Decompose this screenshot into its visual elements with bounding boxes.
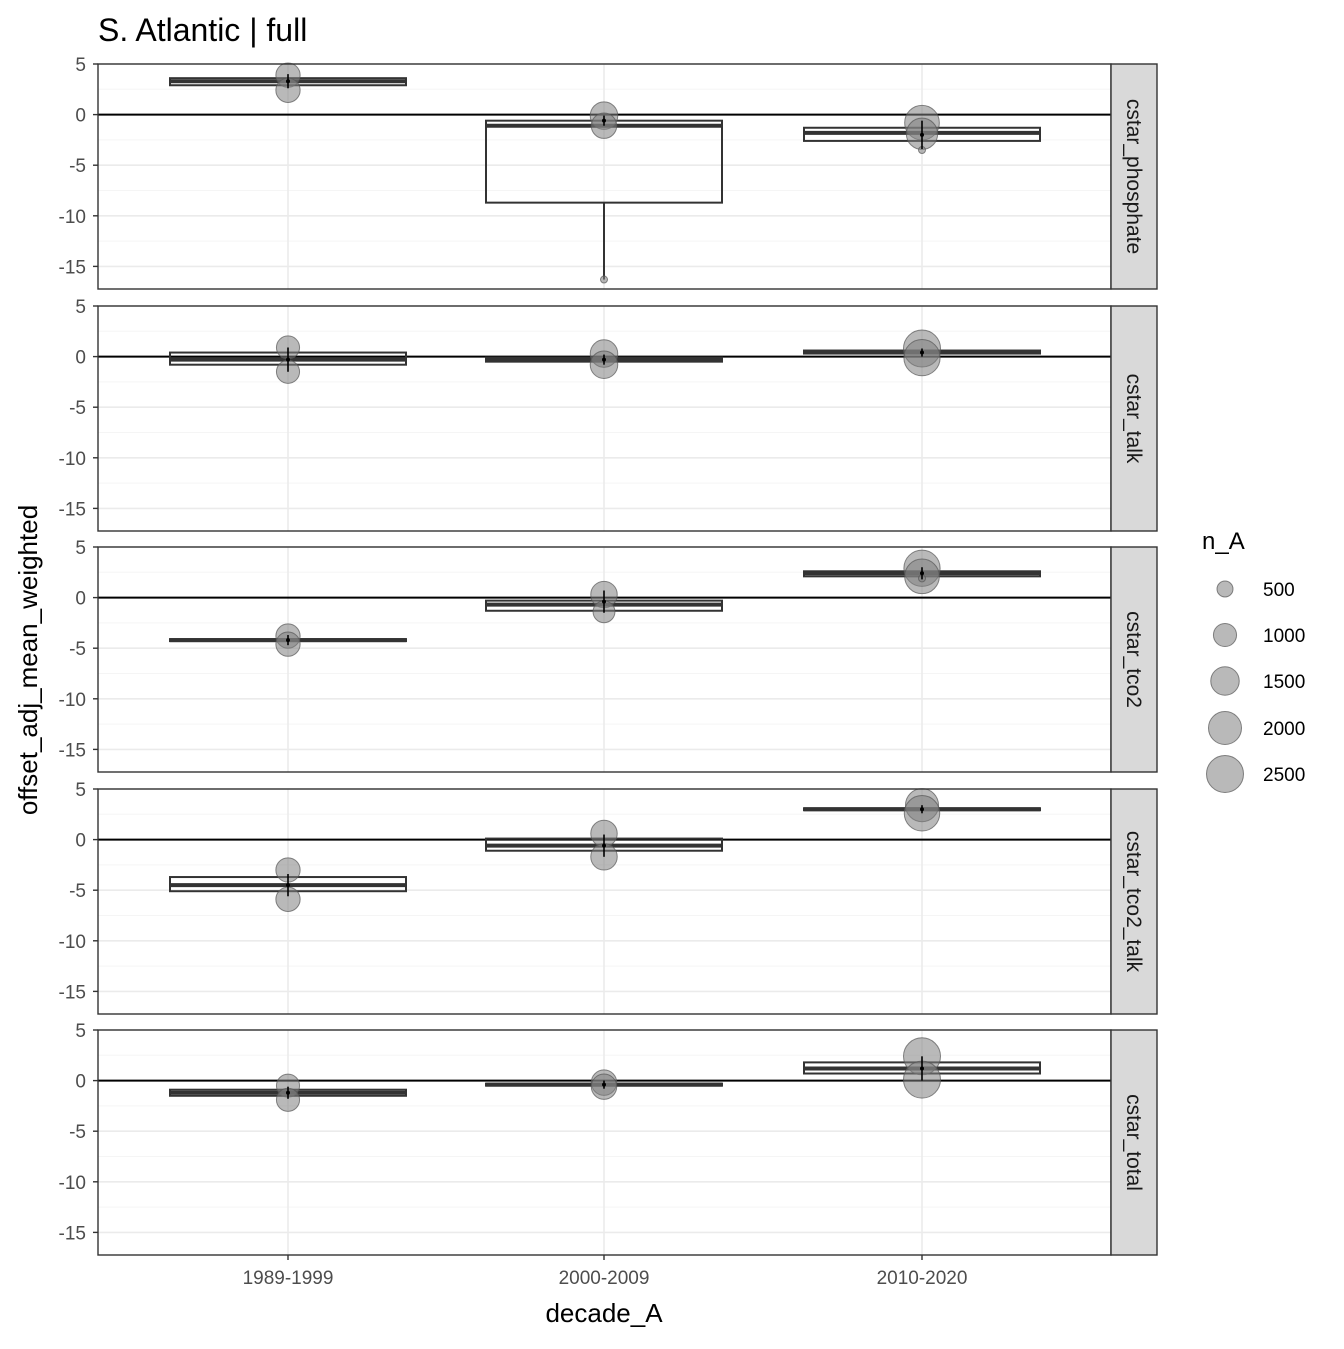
legend: n_A 500 1000 1500 2000 2500	[1202, 528, 1305, 793]
facet-strip	[1110, 546, 1158, 773]
mean-point	[602, 118, 606, 123]
y-tick-label: -15	[59, 982, 86, 1003]
panel-cstar_phosphate: cstar_phosphate 5 0 -5 -10 -15	[59, 55, 1158, 290]
x-tick-label: 1989-1999	[243, 1268, 334, 1289]
facet-strip-label: cstar_tco2	[1122, 611, 1145, 708]
data-point	[590, 112, 618, 139]
y-tick-label: -5	[69, 1122, 86, 1143]
panel-cstar_tco2: cstar_tco2 5 0 -5 -10 -15	[59, 538, 1158, 773]
x-tick-label: 2010-2020	[877, 1268, 968, 1289]
y-tick-label: -15	[59, 1223, 86, 1244]
y-tick-label: -10	[59, 932, 86, 953]
legend-title: n_A	[1202, 528, 1245, 555]
facet-panels: cstar_phosphate 5 0 -5 -10 -15 cstar_talk 5 0 -5 -…	[59, 55, 1158, 1289]
mean-point	[920, 571, 924, 576]
facet-strip-label: cstar_phosphate	[1122, 99, 1145, 254]
panel-cstar_talk: cstar_talk 5 0 -5 -10 -15	[59, 297, 1158, 532]
legend-key	[1212, 622, 1238, 648]
data-point	[600, 275, 608, 284]
facet-strip	[1110, 788, 1158, 1015]
mean-point	[602, 599, 606, 604]
mean-point	[920, 807, 924, 812]
mean-point	[286, 357, 290, 362]
chart-title: S. Atlantic | full	[98, 12, 307, 48]
facet-strip-label: cstar_total	[1122, 1094, 1145, 1191]
y-tick-label: -5	[69, 156, 86, 177]
legend-label: 2500	[1263, 765, 1305, 786]
panel-cstar_total: cstar_total 5 0 -5 -10 -15	[59, 1021, 1158, 1256]
y-tick-label: 0	[75, 831, 86, 852]
facet-strip-label: cstar_tco2_talk	[1122, 831, 1145, 973]
y-tick-label: -15	[59, 499, 86, 520]
legend-label: 1500	[1263, 672, 1305, 693]
y-tick-label: -10	[59, 449, 86, 470]
data-point	[903, 338, 941, 377]
mean-point	[286, 638, 290, 643]
legend-key	[1206, 755, 1244, 793]
legend-key	[1216, 580, 1234, 598]
y-tick-label: -15	[59, 740, 86, 761]
mean-point	[920, 350, 924, 355]
mean-point	[602, 843, 606, 848]
y-tick-label: -10	[59, 1173, 86, 1194]
y-tick-label: -5	[69, 398, 86, 419]
facet-strip	[1110, 63, 1158, 290]
y-tick-label: -15	[59, 257, 86, 278]
x-axis-title: decade_A	[545, 1298, 663, 1328]
y-axis-title: offset_adj_mean_weighted	[13, 505, 43, 815]
facet-strip	[1110, 305, 1158, 532]
mean-point	[920, 132, 924, 137]
y-tick-label: 0	[75, 348, 86, 369]
x-tick-label: 2000-2009	[559, 1268, 650, 1289]
facet-strip	[1110, 1029, 1158, 1256]
y-tick-label: 0	[75, 1072, 86, 1093]
y-tick-label: 5	[75, 55, 86, 76]
legend-label: 500	[1263, 580, 1295, 601]
mean-point	[286, 79, 290, 84]
y-tick-label: 5	[75, 1021, 86, 1042]
y-tick-label: 0	[75, 106, 86, 127]
mean-point	[602, 357, 606, 362]
panel-cstar_tco2_talk: cstar_tco2_talk 5 0 -5 -10 -15	[59, 780, 1158, 1015]
legend-key	[1210, 666, 1240, 696]
y-tick-label: -5	[69, 639, 86, 660]
mean-point	[920, 1066, 924, 1071]
legend-label: 2000	[1263, 719, 1305, 740]
y-tick-label: 5	[75, 538, 86, 559]
mean-point	[286, 883, 290, 888]
y-tick-label: 0	[75, 589, 86, 610]
y-tick-label: -10	[59, 207, 86, 228]
mean-point	[286, 1090, 290, 1095]
legend-key	[1207, 710, 1243, 746]
y-tick-label: 5	[75, 780, 86, 801]
legend-label: 1000	[1263, 626, 1305, 647]
y-tick-label: -10	[59, 690, 86, 711]
facet-strip-label: cstar_talk	[1122, 374, 1145, 464]
y-tick-label: 5	[75, 297, 86, 318]
mean-point	[602, 1082, 606, 1087]
y-tick-label: -5	[69, 881, 86, 902]
